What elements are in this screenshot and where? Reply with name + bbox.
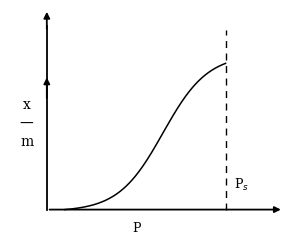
Text: P$_s$: P$_s$ (234, 177, 249, 193)
Text: m: m (20, 135, 33, 149)
Text: P: P (132, 222, 140, 235)
Text: —: — (20, 116, 34, 130)
Text: x: x (23, 98, 31, 112)
